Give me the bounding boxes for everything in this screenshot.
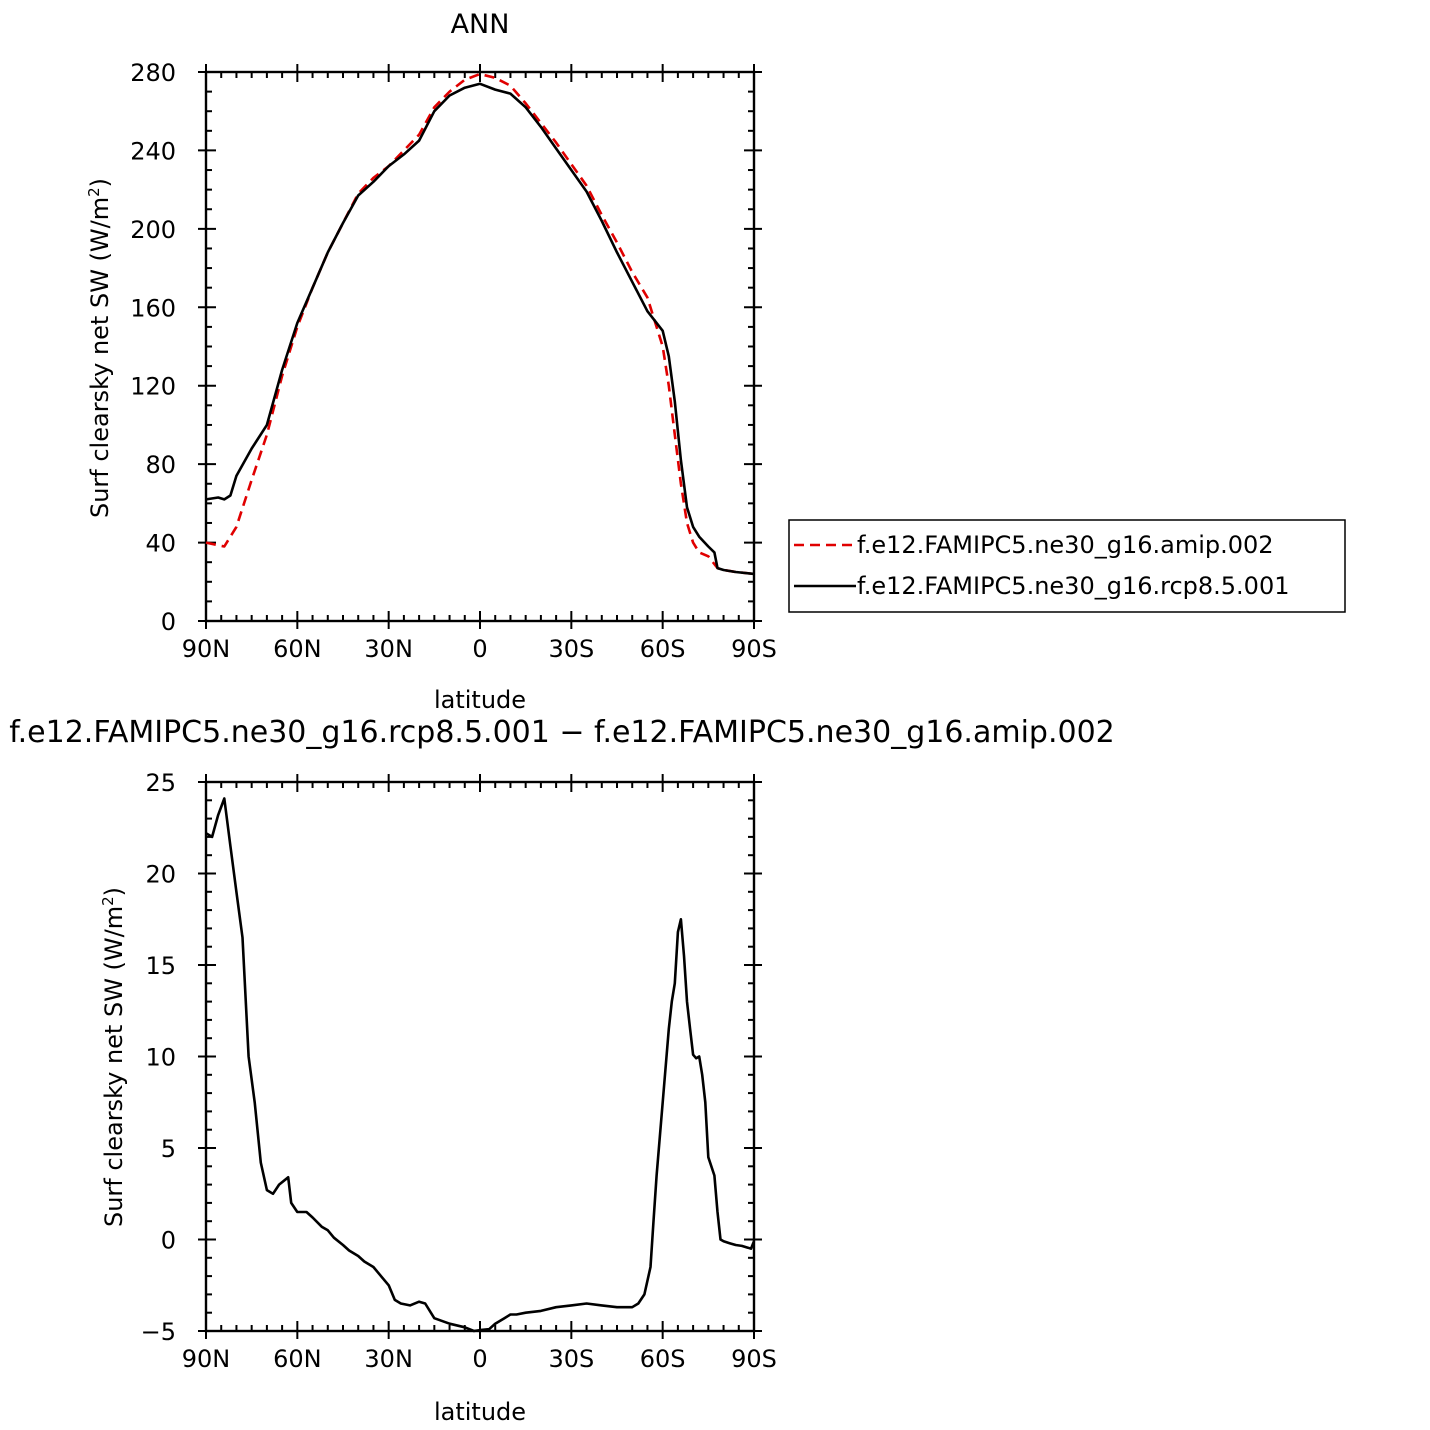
top-x-axis-label: latitude [434,686,526,714]
plot-frame [204,70,756,623]
y-tick-label: 160 [130,294,176,322]
y-tick-label: 200 [130,216,176,244]
y-tick-label: 15 [145,952,176,980]
bottom-chart-title: f.e12.FAMIPC5.ne30_g16.rcp8.5.001 − f.e1… [9,715,1115,750]
plot-frame [204,780,756,1333]
x-tick-label: 30N [364,635,413,663]
y-tick-label: 240 [130,137,176,165]
series-line-1 [205,82,755,576]
series-line-0 [205,797,756,1333]
legend-box [788,519,1346,613]
y-tick-label: 120 [130,373,176,401]
x-tick-label: 0 [472,1345,487,1373]
legend: f.e12.FAMIPC5.ne30_g16.amip.002 f.e12.FA… [788,519,1346,613]
bottom-x-axis-label: latitude [434,1398,526,1426]
top-y-axis-label: Surf clearsky net SW (W/m2) [85,178,114,518]
y-tick-label: 40 [145,530,176,558]
y-tick-label: 25 [145,769,176,797]
y-tick-label: 0 [161,1227,176,1255]
legend-label-rcp85: f.e12.FAMIPC5.ne30_g16.rcp8.5.001 [857,572,1290,600]
x-tick-label: 60S [640,1345,686,1373]
x-tick-label: 90N [182,635,231,663]
x-tick-label: 60N [273,1345,322,1373]
x-tick-label: 0 [472,635,487,663]
x-tick-label: 90S [731,1345,777,1373]
legend-label-amip: f.e12.FAMIPC5.ne30_g16.amip.002 [857,531,1274,559]
x-tick-label: 30S [548,635,594,663]
y-tick-label: 0 [161,608,176,636]
x-tick-label: 30S [548,1345,594,1373]
top-chart-title: ANN [451,9,510,40]
y-tick-label: 80 [145,451,176,479]
y-tick-label: 280 [130,59,176,87]
bottom-chart-panel: 90N 60N 30N 0 30S 60S 90S −5 0 5 10 15 20 25 [141,769,777,1373]
y-tick-label: 20 [145,861,176,889]
y-tick-label: 10 [145,1044,176,1072]
y-tick-label: −5 [141,1318,176,1346]
top-chart-panel: 90N 60N 30N 0 30S 60S 90S 0 40 80 120 160 200 240 280 [130,59,777,663]
x-tick-label: 90S [731,635,777,663]
bottom-y-axis-label: Surf clearsky net SW (W/m2) [99,887,128,1227]
x-tick-label: 60S [640,635,686,663]
y-tick-label: 5 [161,1135,176,1163]
series-line-0 [205,72,755,576]
x-tick-label: 30N [364,1345,413,1373]
x-tick-label: 90N [182,1345,231,1373]
x-tick-label: 60N [273,635,322,663]
